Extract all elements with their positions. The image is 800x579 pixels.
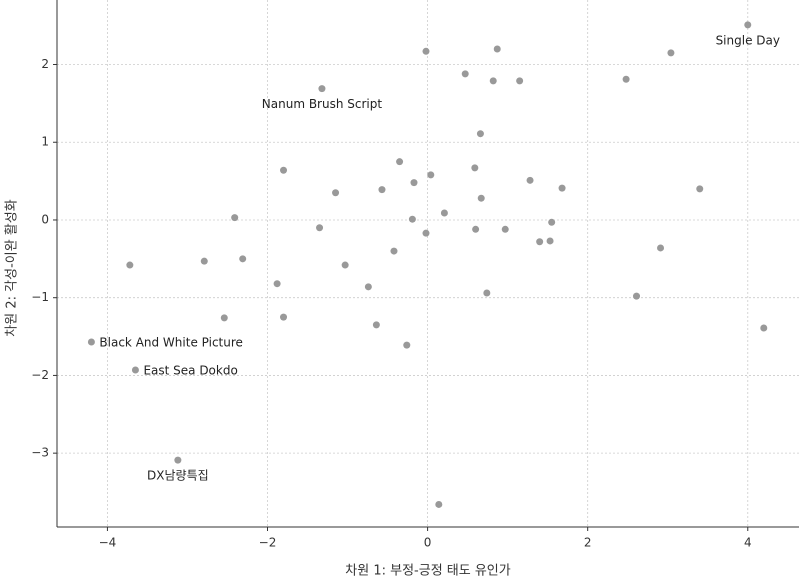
point <box>744 21 752 29</box>
point <box>422 229 430 237</box>
point <box>87 338 95 346</box>
x-tick-label: −2 <box>259 536 277 550</box>
point <box>200 257 208 265</box>
point <box>280 166 288 174</box>
point <box>318 85 326 93</box>
point <box>316 224 324 232</box>
point <box>239 255 247 263</box>
point <box>220 314 228 322</box>
point <box>435 500 443 508</box>
point <box>558 184 566 192</box>
y-tick-label: −3 <box>31 446 49 460</box>
point <box>174 456 182 464</box>
point <box>131 366 139 374</box>
point <box>231 214 239 222</box>
point <box>696 185 704 193</box>
point <box>477 194 485 202</box>
y-tick-label: −2 <box>31 368 49 382</box>
point <box>341 261 349 269</box>
point <box>483 289 491 297</box>
point <box>372 321 380 329</box>
point <box>126 261 134 269</box>
point <box>410 179 418 187</box>
y-tick-label: 0 <box>41 212 49 226</box>
point <box>364 283 372 291</box>
x-tick-label: 2 <box>584 536 592 550</box>
point <box>471 164 479 172</box>
point <box>378 186 386 194</box>
point-label: Single Day <box>716 33 780 47</box>
point <box>273 280 281 288</box>
point <box>657 244 665 252</box>
point <box>667 49 675 57</box>
y-tick-label: 2 <box>41 57 49 71</box>
point <box>396 158 404 166</box>
point <box>422 47 430 55</box>
point <box>408 215 416 223</box>
point <box>440 209 448 217</box>
point-label: Nanum Brush Script <box>262 97 383 111</box>
point <box>476 130 484 138</box>
x-tick-label: 4 <box>744 536 752 550</box>
y-axis-title: 차원 2: 각성-이완 활성화 <box>5 199 20 336</box>
point <box>760 324 768 332</box>
point <box>516 77 524 85</box>
x-axis-title: 차원 1: 부정-긍정 태도 유인가 <box>345 564 510 579</box>
point <box>403 341 411 349</box>
point-label: East Sea Dokdo <box>143 363 237 377</box>
point <box>390 247 398 255</box>
point <box>548 218 556 226</box>
x-tick-label: −4 <box>99 536 117 550</box>
point-label: DX남량특집 <box>147 469 209 483</box>
y-tick-label: −1 <box>31 290 49 304</box>
point <box>472 225 480 233</box>
point <box>489 77 497 85</box>
point <box>622 75 630 83</box>
point <box>536 238 544 246</box>
point <box>633 292 641 300</box>
point <box>332 189 340 197</box>
point <box>546 237 554 245</box>
point <box>280 313 288 321</box>
point <box>493 45 501 53</box>
y-tick-label: 1 <box>41 135 49 149</box>
x-tick-label: 0 <box>424 536 432 550</box>
point <box>501 225 509 233</box>
point <box>461 70 469 78</box>
point <box>427 171 435 179</box>
point <box>526 176 534 184</box>
point-label: Black And White Picture <box>99 336 243 350</box>
